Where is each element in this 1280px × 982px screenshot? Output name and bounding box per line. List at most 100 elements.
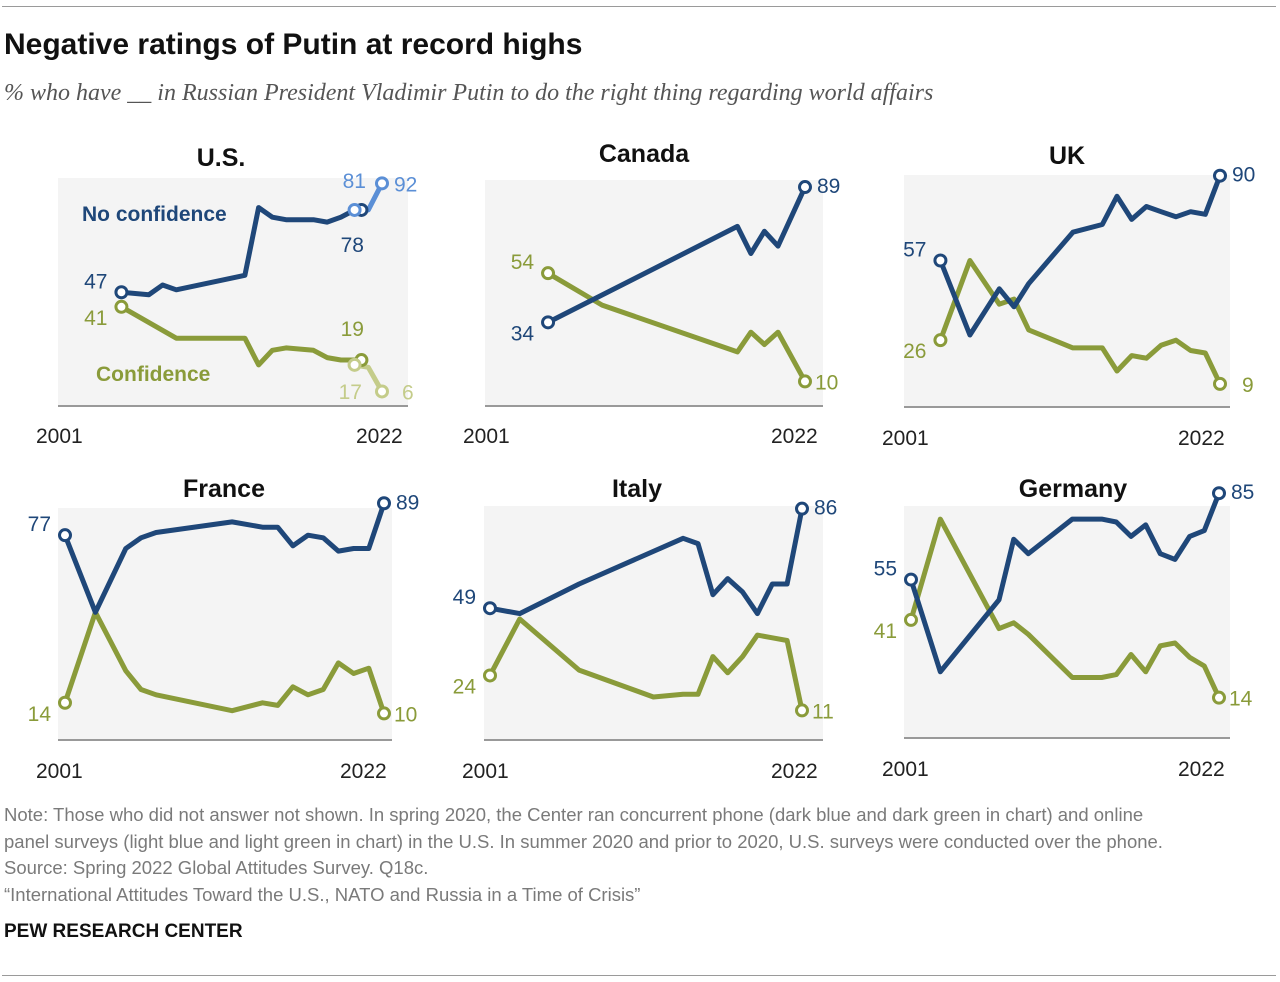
label-end-no-confidence-italy: 86 bbox=[814, 497, 837, 520]
label-start-no-confidence-france: 77 bbox=[28, 513, 51, 536]
point-end-canada-confidence bbox=[798, 374, 812, 389]
panel-bg-france bbox=[58, 508, 392, 740]
x-tick-start-canada: 2001 bbox=[463, 425, 510, 448]
panel-title-us: U.S. bbox=[197, 144, 246, 172]
point-end-germany-confidence bbox=[1212, 690, 1226, 705]
series-line-germany-no-confidence bbox=[908, 490, 1222, 675]
label-start-confidence-italy: 24 bbox=[453, 675, 477, 698]
label-online-confidence-us: 17 bbox=[339, 381, 362, 404]
label-end-confidence-france: 10 bbox=[394, 703, 417, 726]
label-start-no-confidence-canada: 34 bbox=[511, 322, 535, 345]
series-line-canada-no-confidence bbox=[545, 184, 808, 325]
x-tick-end-us: 2022 bbox=[356, 425, 403, 448]
label-end-no-confidence-germany: 85 bbox=[1231, 481, 1254, 504]
panel-bg-germany bbox=[904, 506, 1230, 738]
label-start-no-confidence-uk: 57 bbox=[903, 239, 926, 262]
label-start-confidence-france: 14 bbox=[28, 703, 52, 726]
note-line-2: panel surveys (light blue and light gree… bbox=[4, 830, 1163, 852]
x-tick-start-germany: 2001 bbox=[882, 758, 929, 781]
label-phone-no-confidence-us: 78 bbox=[341, 234, 364, 257]
series-line-france-no-confidence bbox=[62, 500, 387, 615]
point-start-canada-confidence bbox=[541, 266, 556, 281]
label-end-confidence-us: 6 bbox=[402, 381, 414, 404]
label-end-no-confidence-france: 89 bbox=[396, 491, 419, 514]
x-tick-end-germany: 2022 bbox=[1178, 758, 1225, 781]
x-tick-start-us: 2001 bbox=[36, 425, 83, 448]
label-start-no-confidence-us: 47 bbox=[84, 270, 107, 293]
panel-bg-italy bbox=[484, 506, 823, 740]
brand-label: PEW RESEARCH CENTER bbox=[4, 921, 243, 942]
series-line-canada-confidence bbox=[545, 270, 808, 384]
point-start-france-no-confidence bbox=[58, 528, 72, 543]
panel-title-germany: Germany bbox=[1019, 475, 1127, 503]
label-online-no-confidence-us: 81 bbox=[343, 170, 366, 193]
panel-bg-canada bbox=[485, 180, 823, 406]
series-line-uk-confidence bbox=[937, 258, 1223, 387]
label-start-no-confidence-italy: 49 bbox=[453, 586, 476, 609]
panel-title-canada: Canada bbox=[599, 140, 690, 168]
label-phone-confidence-us: 19 bbox=[341, 318, 364, 341]
point-start-germany-confidence bbox=[904, 612, 918, 627]
point-start-italy-confidence bbox=[483, 668, 497, 683]
label-start-confidence-canada: 54 bbox=[511, 251, 535, 274]
notes: Note: Those who did not answer not shown… bbox=[4, 802, 1276, 908]
point-start-germany-no-confidence bbox=[904, 572, 918, 587]
x-tick-start-uk: 2001 bbox=[882, 427, 929, 450]
series-line-germany-confidence bbox=[908, 516, 1222, 701]
label-end-confidence-canada: 10 bbox=[815, 371, 838, 394]
point-start-uk-confidence bbox=[933, 333, 948, 348]
label-end-confidence-italy: 11 bbox=[812, 700, 834, 723]
point-start-canada-no-confidence bbox=[541, 315, 556, 330]
label-start-confidence-uk: 26 bbox=[903, 340, 926, 363]
series-line-us-confidence bbox=[118, 304, 364, 368]
point-end-us-no-confidence-online bbox=[375, 176, 389, 191]
x-tick-end-canada: 2022 bbox=[771, 425, 818, 448]
point-end-france-confidence bbox=[377, 706, 391, 721]
source-line: Source: Spring 2022 Global Attitudes Sur… bbox=[4, 857, 429, 878]
label-end-no-confidence-us: 92 bbox=[394, 173, 417, 196]
top-rule bbox=[2, 6, 1276, 7]
bottom-rule bbox=[2, 975, 1276, 976]
label-end-no-confidence-canada: 89 bbox=[817, 175, 840, 198]
point-end-us-confidence-online bbox=[375, 384, 389, 399]
panel-title-uk: UK bbox=[1049, 142, 1085, 170]
point-end-italy-no-confidence bbox=[795, 501, 809, 516]
point-start-us-no-confidence bbox=[114, 285, 129, 300]
x-tick-start-france: 2001 bbox=[36, 760, 83, 783]
point-end-canada-no-confidence bbox=[798, 180, 812, 195]
point-start-us-no-confidence-online bbox=[347, 202, 362, 217]
series-line-uk-no-confidence bbox=[937, 173, 1223, 338]
note-line-1: Note: Those who did not answer not shown… bbox=[4, 804, 1144, 825]
x-tick-end-uk: 2022 bbox=[1178, 427, 1225, 450]
series-line-italy-no-confidence bbox=[487, 506, 805, 617]
point-start-us-confidence bbox=[114, 299, 129, 314]
point-end-germany-no-confidence bbox=[1212, 486, 1226, 501]
label-start-no-confidence-germany: 55 bbox=[874, 558, 897, 581]
point-start-uk-no-confidence bbox=[933, 253, 948, 268]
label-end-confidence-germany: 14 bbox=[1229, 688, 1253, 711]
series-label-confidence-us: Confidence bbox=[96, 363, 210, 386]
series-line-italy-confidence bbox=[487, 616, 805, 713]
panel-title-italy: Italy bbox=[612, 475, 662, 503]
series-line-us-no-confidence bbox=[118, 205, 364, 298]
label-start-confidence-us: 41 bbox=[84, 307, 107, 330]
chart-title: Negative ratings of Putin at record high… bbox=[4, 28, 583, 61]
point-end-france-no-confidence bbox=[377, 496, 391, 511]
label-end-no-confidence-uk: 90 bbox=[1232, 164, 1255, 187]
report-line: “International Attitudes Toward the U.S.… bbox=[4, 883, 641, 905]
x-tick-end-france: 2022 bbox=[340, 760, 387, 783]
series-label-no-confidence-us: No confidence bbox=[82, 203, 227, 226]
point-start-us-confidence-online bbox=[347, 357, 362, 372]
label-start-confidence-germany: 41 bbox=[874, 620, 897, 643]
series-line-france-confidence bbox=[62, 609, 387, 716]
point-start-france-confidence bbox=[58, 695, 72, 710]
point-end-uk-no-confidence bbox=[1213, 168, 1227, 183]
x-tick-end-italy: 2022 bbox=[771, 760, 818, 783]
x-tick-start-italy: 2001 bbox=[462, 760, 509, 783]
label-end-confidence-uk: 9 bbox=[1242, 374, 1254, 397]
panel-title-france: France bbox=[183, 475, 265, 503]
point-start-italy-no-confidence bbox=[483, 601, 497, 616]
point-end-uk-confidence bbox=[1213, 376, 1227, 391]
point-end-italy-confidence bbox=[795, 703, 809, 718]
